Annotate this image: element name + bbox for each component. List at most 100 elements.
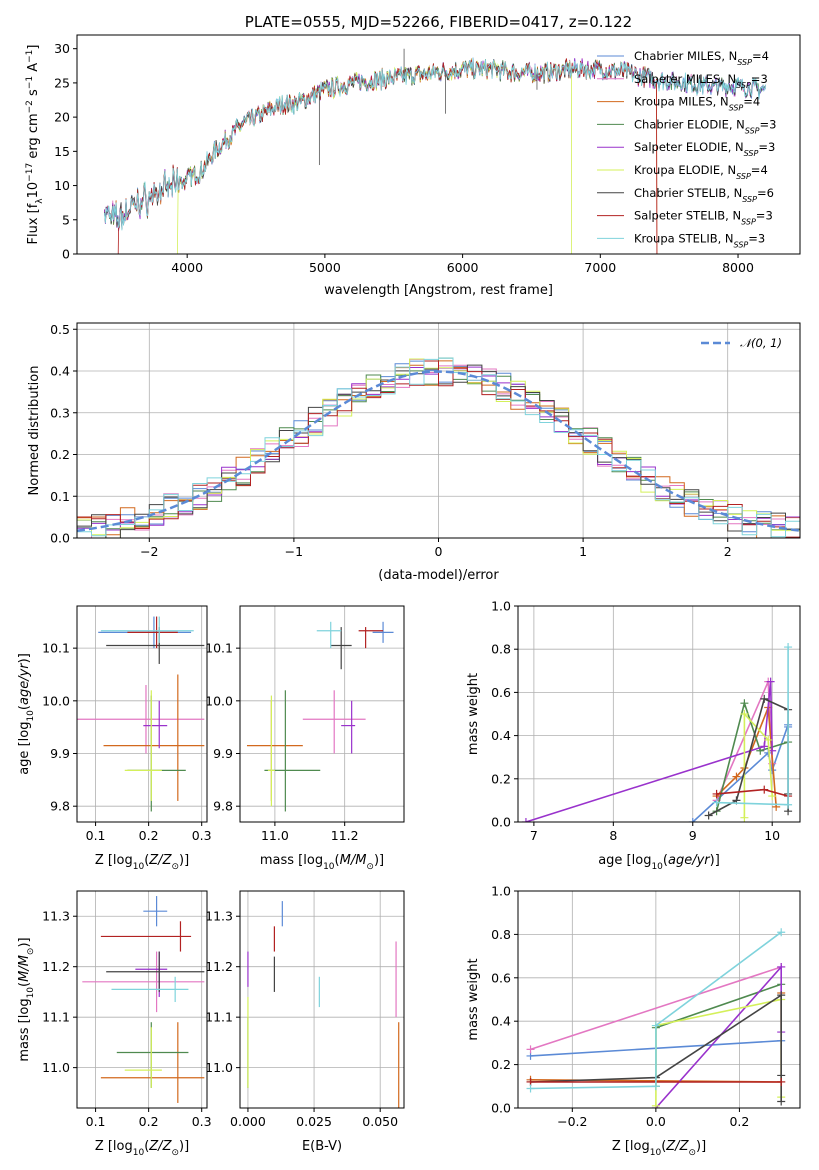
series-line xyxy=(712,643,793,809)
series-path xyxy=(655,983,782,1087)
y-tick-label: 0.3 xyxy=(50,405,70,420)
chart-EBV-vs-mass: 0.000 0.025 0.050 11.0 11.1 11.2 11.3 E(B-V) xyxy=(205,890,405,1154)
series-marker xyxy=(651,1101,660,1108)
legend-entry: Chabrier MILES, NSSP=4 xyxy=(634,49,769,67)
errorbar-point xyxy=(100,921,192,952)
errorbar-point xyxy=(358,627,384,649)
series-marker xyxy=(688,818,697,822)
series-marker xyxy=(651,1021,660,1030)
legend: 𝒩(0, 1) xyxy=(701,336,782,350)
x-axis-label: E(B-V) xyxy=(302,1139,342,1154)
x-tick-label: 0.050 xyxy=(362,1114,398,1129)
x-tick-label: 0.3 xyxy=(192,828,212,843)
spectrum-model-line xyxy=(104,59,658,254)
x-tick-label: 1 xyxy=(579,544,587,559)
errorbar-point xyxy=(264,690,321,812)
series-marker xyxy=(760,785,769,794)
y-tick-label: 0.5 xyxy=(50,322,70,337)
x-tick-label: −1 xyxy=(285,544,303,559)
series-marker xyxy=(760,742,769,751)
series-marker xyxy=(704,811,713,820)
y-tick-label: 25 xyxy=(54,75,70,90)
y-tick-label: 10.1 xyxy=(205,641,233,656)
series-marker xyxy=(712,798,721,807)
series-marker xyxy=(777,1097,786,1106)
series-marker xyxy=(777,928,786,937)
legend: Chabrier MILES, NSSP=4 Salpeter MILES, NS… xyxy=(597,49,776,249)
errorbar-point xyxy=(100,1022,205,1103)
axes-frame xyxy=(76,890,208,1109)
x-tick-label: 11.2 xyxy=(331,828,359,843)
x-tick-label: 7 xyxy=(530,828,538,843)
axes-frame xyxy=(239,605,405,823)
x-axis-label: Z [log10(Z/Z⊙)] xyxy=(95,1139,189,1158)
x-tick-label: 0.3 xyxy=(192,1114,212,1129)
chart-title: PLATE=0555, MJD=52266, FIBERID=0417, z=0… xyxy=(245,13,632,31)
chart-residual-histogram: −2 −1 0 1 2 0.0 0.1 0.2 0.3 0.4 0.5 (data-model)/er… xyxy=(27,322,801,583)
series-marker xyxy=(777,991,786,1000)
y-tick-label: 0.4 xyxy=(50,364,70,379)
errorbar-point xyxy=(111,976,189,1003)
y-tick-label: 11.2 xyxy=(205,959,233,974)
x-axis-label: mass [log10(M/M⊙)] xyxy=(260,853,384,872)
series-marker xyxy=(768,792,777,801)
y-tick-label: 11.1 xyxy=(205,1010,233,1025)
series-marker xyxy=(784,800,793,809)
series-marker xyxy=(526,1084,535,1093)
x-tick-label: 2 xyxy=(724,544,732,559)
series-path xyxy=(530,966,782,1051)
legend-entry: Chabrier STELIB, NSSP=6 xyxy=(634,186,774,204)
x-tick-label: 0.0 xyxy=(646,1114,666,1129)
series-marker xyxy=(732,772,741,781)
series-line xyxy=(651,962,786,1108)
series-marker xyxy=(777,962,786,971)
plot-area xyxy=(526,928,786,1108)
x-axis-label: Z [log10(Z/Z⊙)] xyxy=(95,853,189,872)
chart-spectrum: 4000 5000 6000 7000 8000 0 5 10 15 20 25 30 PLATE=05… xyxy=(25,13,801,298)
series-marker xyxy=(760,694,769,703)
series-marker xyxy=(521,818,530,822)
x-tick-label: 8 xyxy=(609,828,617,843)
series-marker xyxy=(777,1077,786,1086)
legend-entry: Chabrier ELODIE, NSSP=3 xyxy=(634,117,776,135)
y-tick-label: 20 xyxy=(54,110,70,125)
series-marker xyxy=(740,699,749,708)
y-tick-label: 10 xyxy=(54,178,70,193)
x-tick-label: −2 xyxy=(140,544,158,559)
errorbar-point xyxy=(100,616,194,643)
y-tick-label: 0.4 xyxy=(491,1014,511,1029)
y-tick-label: 9.9 xyxy=(50,746,70,761)
x-axis-label: Z [log10(Z/Z⊙)] xyxy=(612,1139,706,1158)
y-tick-label: 0 xyxy=(62,247,70,262)
y-tick-label: 10.0 xyxy=(42,693,70,708)
series-path xyxy=(743,711,773,818)
axes-frame xyxy=(517,890,801,1109)
legend-entry: Kroupa MILES, NSSP=4 xyxy=(634,95,760,113)
y-tick-label: 1.0 xyxy=(491,599,511,614)
y-tick-label: 0.6 xyxy=(491,970,511,985)
plot-area xyxy=(77,616,205,812)
x-axis-label: wavelength [Angstrom, rest frame] xyxy=(324,283,553,298)
y-tick-label: 0.0 xyxy=(491,815,511,830)
y-tick-label: 10.1 xyxy=(42,641,70,656)
plot-area xyxy=(82,896,205,1103)
chart-Z-vs-mass: 0.1 0.2 0.3 11.0 11.1 11.2 11.3 Z [log10(Z/Z⊙)]… xyxy=(17,890,212,1158)
plot-area xyxy=(521,643,793,822)
y-tick-label: 0.8 xyxy=(491,927,511,942)
legend-entry: Salpeter STELIB, NSSP=3 xyxy=(634,209,773,227)
normal-curve xyxy=(77,370,800,532)
errorbar-point xyxy=(103,674,205,801)
chart-age-vs-mass-weight: 7 8 9 10 0.0 0.2 0.4 0.6 0.8 1.0 age [log10(age/yr… xyxy=(466,599,801,872)
errorbar-point xyxy=(267,695,275,807)
errorbar-point xyxy=(316,621,342,649)
axes-frame xyxy=(76,322,801,539)
y-tick-label: 0.0 xyxy=(491,1101,511,1116)
errorbar-point xyxy=(124,1027,162,1088)
series-path xyxy=(525,681,773,822)
plot-area xyxy=(247,901,400,1108)
x-axis-label: age [log10(age/yr)] xyxy=(598,853,720,872)
y-tick-label: 0.4 xyxy=(491,728,511,743)
series-marker xyxy=(526,1045,535,1054)
errorbar-point xyxy=(127,616,178,649)
legend-entry: Salpeter MILES, NSSP=3 xyxy=(634,72,768,90)
